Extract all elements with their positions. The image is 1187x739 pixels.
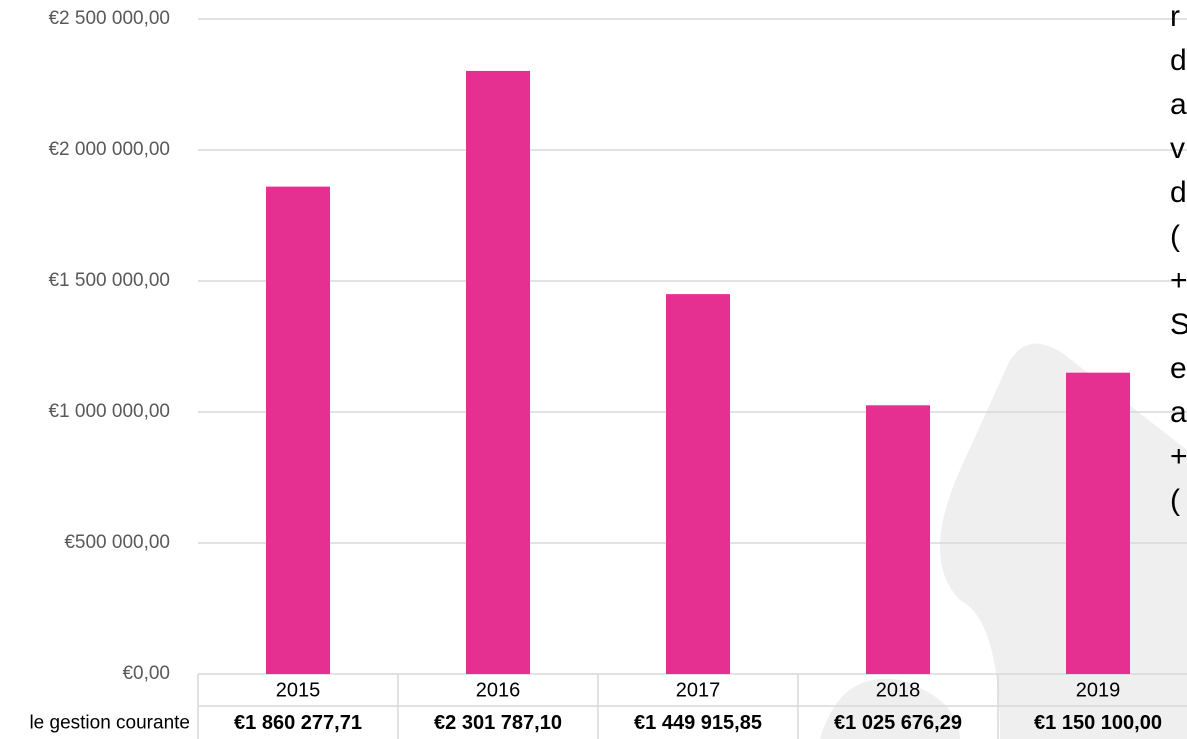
y-tick-label: €0,00 <box>122 663 170 684</box>
side-text: ( <box>1170 484 1180 517</box>
table-value: €1 860 277,71 <box>234 712 362 734</box>
x-tick-label: 2019 <box>1076 679 1121 701</box>
side-text: S <box>1170 308 1187 341</box>
side-text: + <box>1170 440 1187 473</box>
side-text: d <box>1170 44 1187 77</box>
background-shape <box>820 678 960 739</box>
table-value: €2 301 787,10 <box>434 712 562 734</box>
side-text: ( <box>1170 220 1180 253</box>
side-text: a <box>1170 88 1187 121</box>
bar <box>666 294 730 674</box>
bar <box>266 186 330 674</box>
side-text: d <box>1170 176 1187 209</box>
bar <box>1066 372 1130 674</box>
y-tick-label: €1 500 000,00 <box>48 270 170 291</box>
x-tick-label: 2016 <box>476 679 521 701</box>
bar <box>866 405 930 674</box>
background-shape <box>940 343 1187 739</box>
y-tick-label: €2 500 000,00 <box>48 8 170 29</box>
side-text: v <box>1170 132 1185 165</box>
row-label: le gestion courante <box>29 713 190 734</box>
table-value: €1 150 100,00 <box>1034 712 1162 734</box>
y-tick-label: €500 000,00 <box>64 532 170 553</box>
bar <box>466 70 530 675</box>
x-tick-label: 2018 <box>876 679 921 701</box>
table-value: €1 449 915,85 <box>634 712 762 734</box>
side-text: + <box>1170 264 1187 297</box>
side-text: e <box>1170 352 1187 385</box>
y-tick-label: €1 000 000,00 <box>48 401 170 422</box>
x-tick-label: 2017 <box>676 679 721 701</box>
table-value: €1 025 676,29 <box>834 712 962 734</box>
side-text: r <box>1170 0 1180 33</box>
x-tick-label: 2015 <box>276 679 321 701</box>
y-tick-label: €2 000 000,00 <box>48 139 170 160</box>
side-text: a <box>1170 396 1187 429</box>
